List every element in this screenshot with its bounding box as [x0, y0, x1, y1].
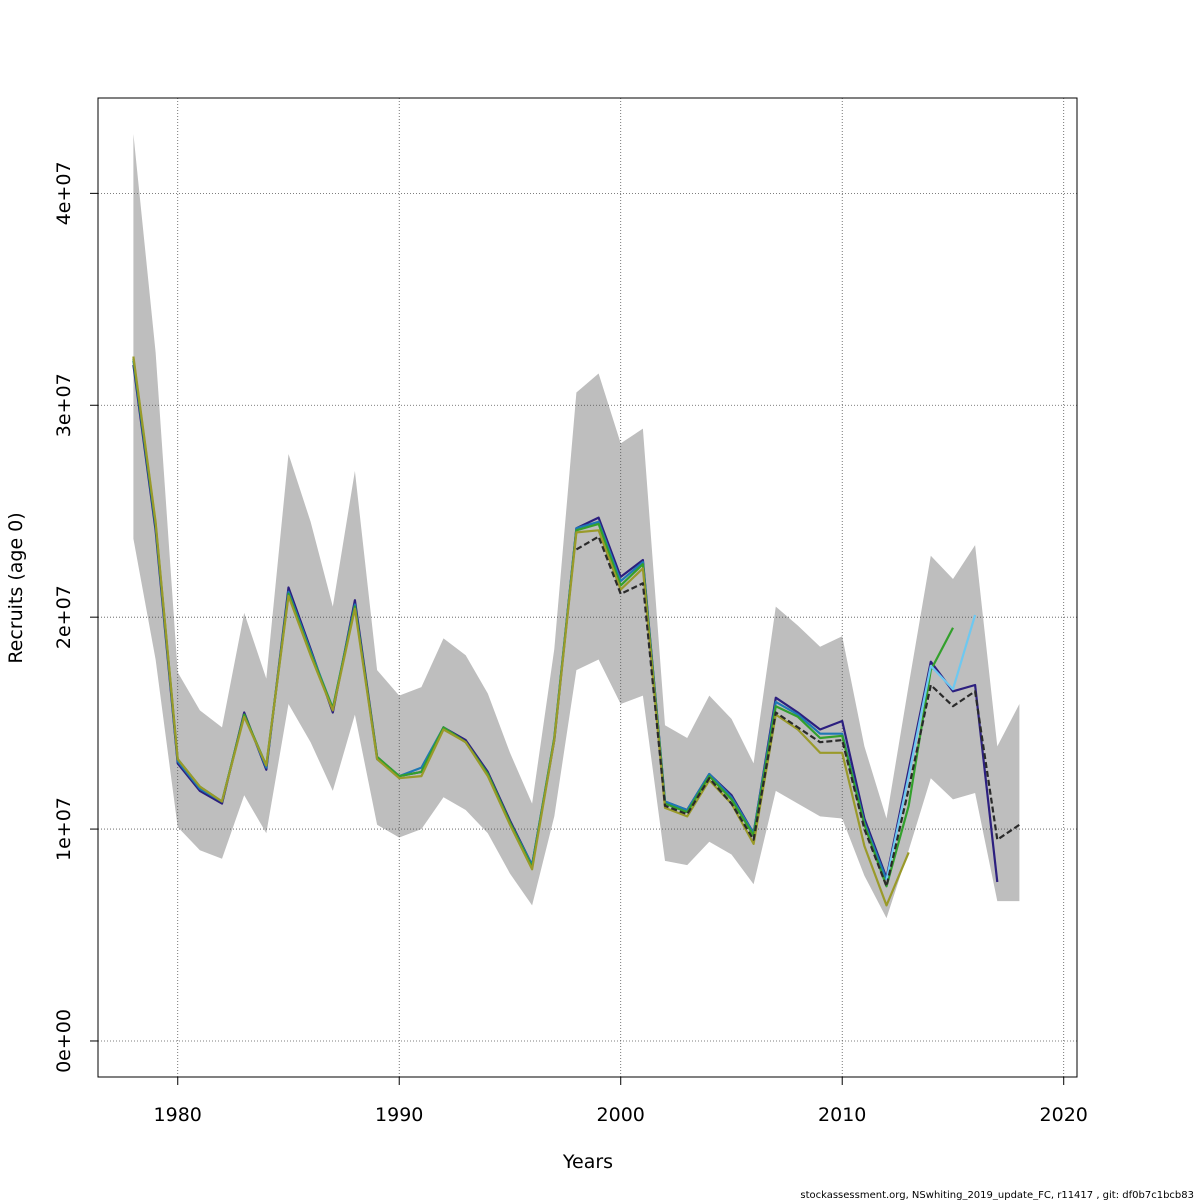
y-tick-label: 3e+07: [53, 373, 75, 437]
series-line-6: [575, 535, 1021, 888]
x-tick-label: 2010: [818, 1104, 866, 1126]
x-axis-title: Years: [562, 1151, 613, 1173]
y-axis: 0e+00 1e+07 2e+07 3e+07 4e+07: [53, 161, 99, 1073]
x-tick-label: 1980: [154, 1104, 202, 1126]
confidence-band-layer: [133, 134, 1020, 919]
y-axis-title: Recruits (age 0): [5, 512, 27, 663]
y-tick-label: 1e+07: [53, 797, 75, 861]
x-tick-label: 1990: [375, 1104, 423, 1126]
series-line-5: [885, 614, 977, 881]
y-tick-label: 0e+00: [53, 1009, 75, 1073]
x-tick-label: 2000: [597, 1104, 645, 1126]
y-tick-label: 2e+07: [53, 585, 75, 649]
confidence-band: [133, 134, 1020, 919]
series-layer: [132, 356, 1021, 907]
x-tick-label: 2020: [1040, 1104, 1088, 1126]
series-line-4: [132, 356, 910, 907]
y-tick-label: 4e+07: [53, 161, 75, 225]
footer-credit: stockassessment.org, NSwhiting_2019_upda…: [800, 1190, 1194, 1200]
x-axis: 1980 1990 2000 2010 2020: [154, 1076, 1088, 1126]
